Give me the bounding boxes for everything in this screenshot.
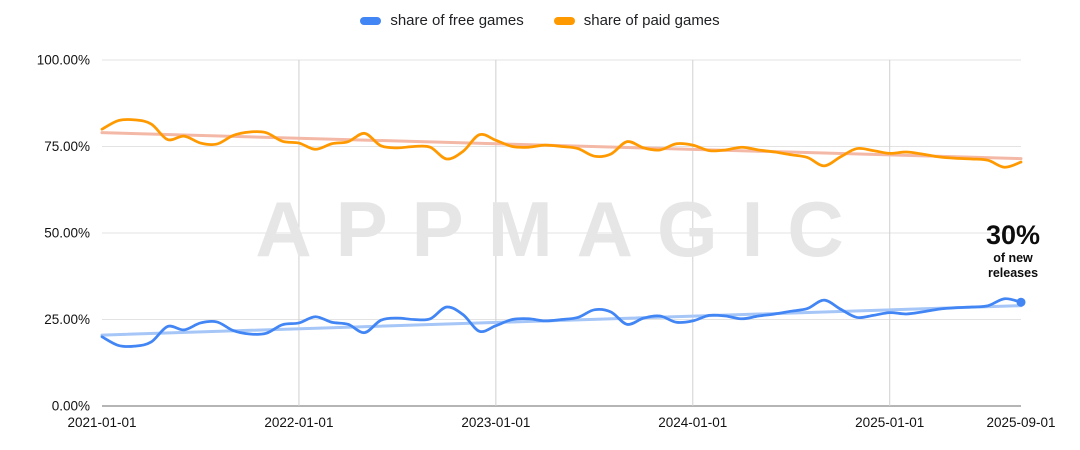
y-axis-label: 75.00% (44, 139, 90, 154)
x-axis-label: 2025-01-01 (855, 415, 924, 430)
chart-legend: share of free games share of paid games (0, 12, 1080, 29)
series-line-paid (100, 118, 1023, 169)
legend-item-free-games: share of free games (360, 12, 524, 29)
legend-label: share of paid games (583, 12, 720, 29)
x-axis-label: 2021-01-01 (67, 415, 136, 430)
legend-label: share of free games (390, 12, 524, 29)
x-axis-label: 2023-01-01 (461, 415, 530, 430)
annotation-subtext-line2: releases (987, 266, 1039, 281)
legend-item-paid-games: share of paid games (553, 12, 720, 29)
y-axis-label: 25.00% (44, 312, 90, 327)
legend-swatch (360, 16, 382, 25)
y-axis-label: 100.00% (37, 53, 90, 68)
y-axis-label: 0.00% (52, 399, 90, 414)
latest-value-annotation: 30% of new releases (958, 220, 1068, 281)
x-axis-label: 2022-01-01 (264, 415, 333, 430)
annotation-subtext-line1: of new (993, 251, 1033, 266)
x-axis-label: 2025-09-01 (986, 415, 1055, 430)
annotation-value: 30% (985, 220, 1041, 250)
series-line-free (100, 297, 1023, 348)
y-axis-label: 50.00% (44, 226, 90, 241)
end-point-dot (1016, 297, 1026, 307)
watermark-text: APPMAGIC (255, 185, 867, 273)
legend-swatch (553, 16, 575, 25)
x-axis-label: 2024-01-01 (658, 415, 727, 430)
